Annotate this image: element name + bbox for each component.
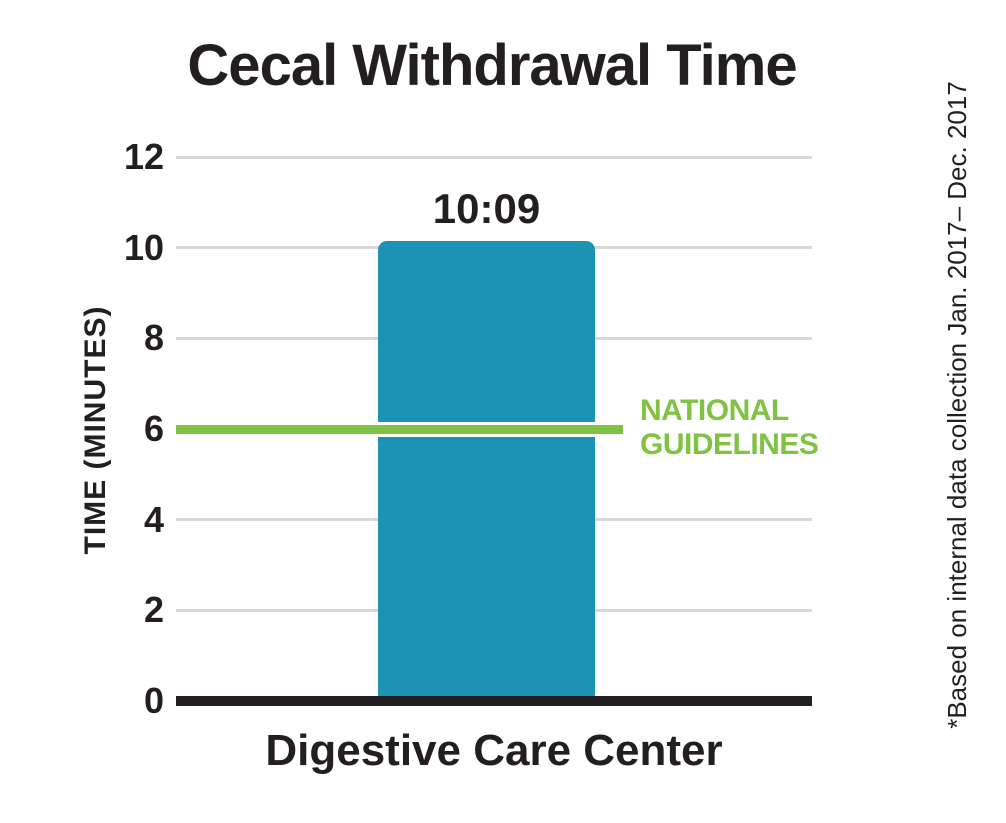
y-tick-label: 4: [143, 498, 164, 540]
reference-line-label-line2: GUIDELINES: [640, 428, 819, 461]
reference-line-label-line1: NATIONAL: [640, 394, 789, 427]
y-tick-label: 2: [143, 589, 164, 631]
x-category-label: Digestive Care Center: [265, 726, 723, 775]
gridline: [176, 155, 812, 159]
y-tick-label: 12: [123, 136, 164, 177]
reference-line-label: NATIONAL GUIDELINES: [640, 394, 840, 462]
y-tick-label: 8: [143, 317, 164, 359]
y-axis-ticks: 12 10 8 6 4 2 0: [0, 139, 164, 719]
bar-value-label: 10:09: [432, 184, 541, 232]
y-tick-label: 0: [143, 680, 164, 721]
bar: [378, 240, 595, 701]
x-axis-line: [176, 696, 812, 706]
plot-area: 10:09: [176, 155, 812, 701]
footnote: *Based on internal data collection Jan. …: [942, 81, 972, 729]
chart-title: Cecal Withdrawal Time: [187, 33, 797, 98]
reference-line: [176, 421, 623, 437]
y-tick-label: 6: [143, 408, 164, 449]
y-tick-label: 10: [123, 226, 164, 268]
